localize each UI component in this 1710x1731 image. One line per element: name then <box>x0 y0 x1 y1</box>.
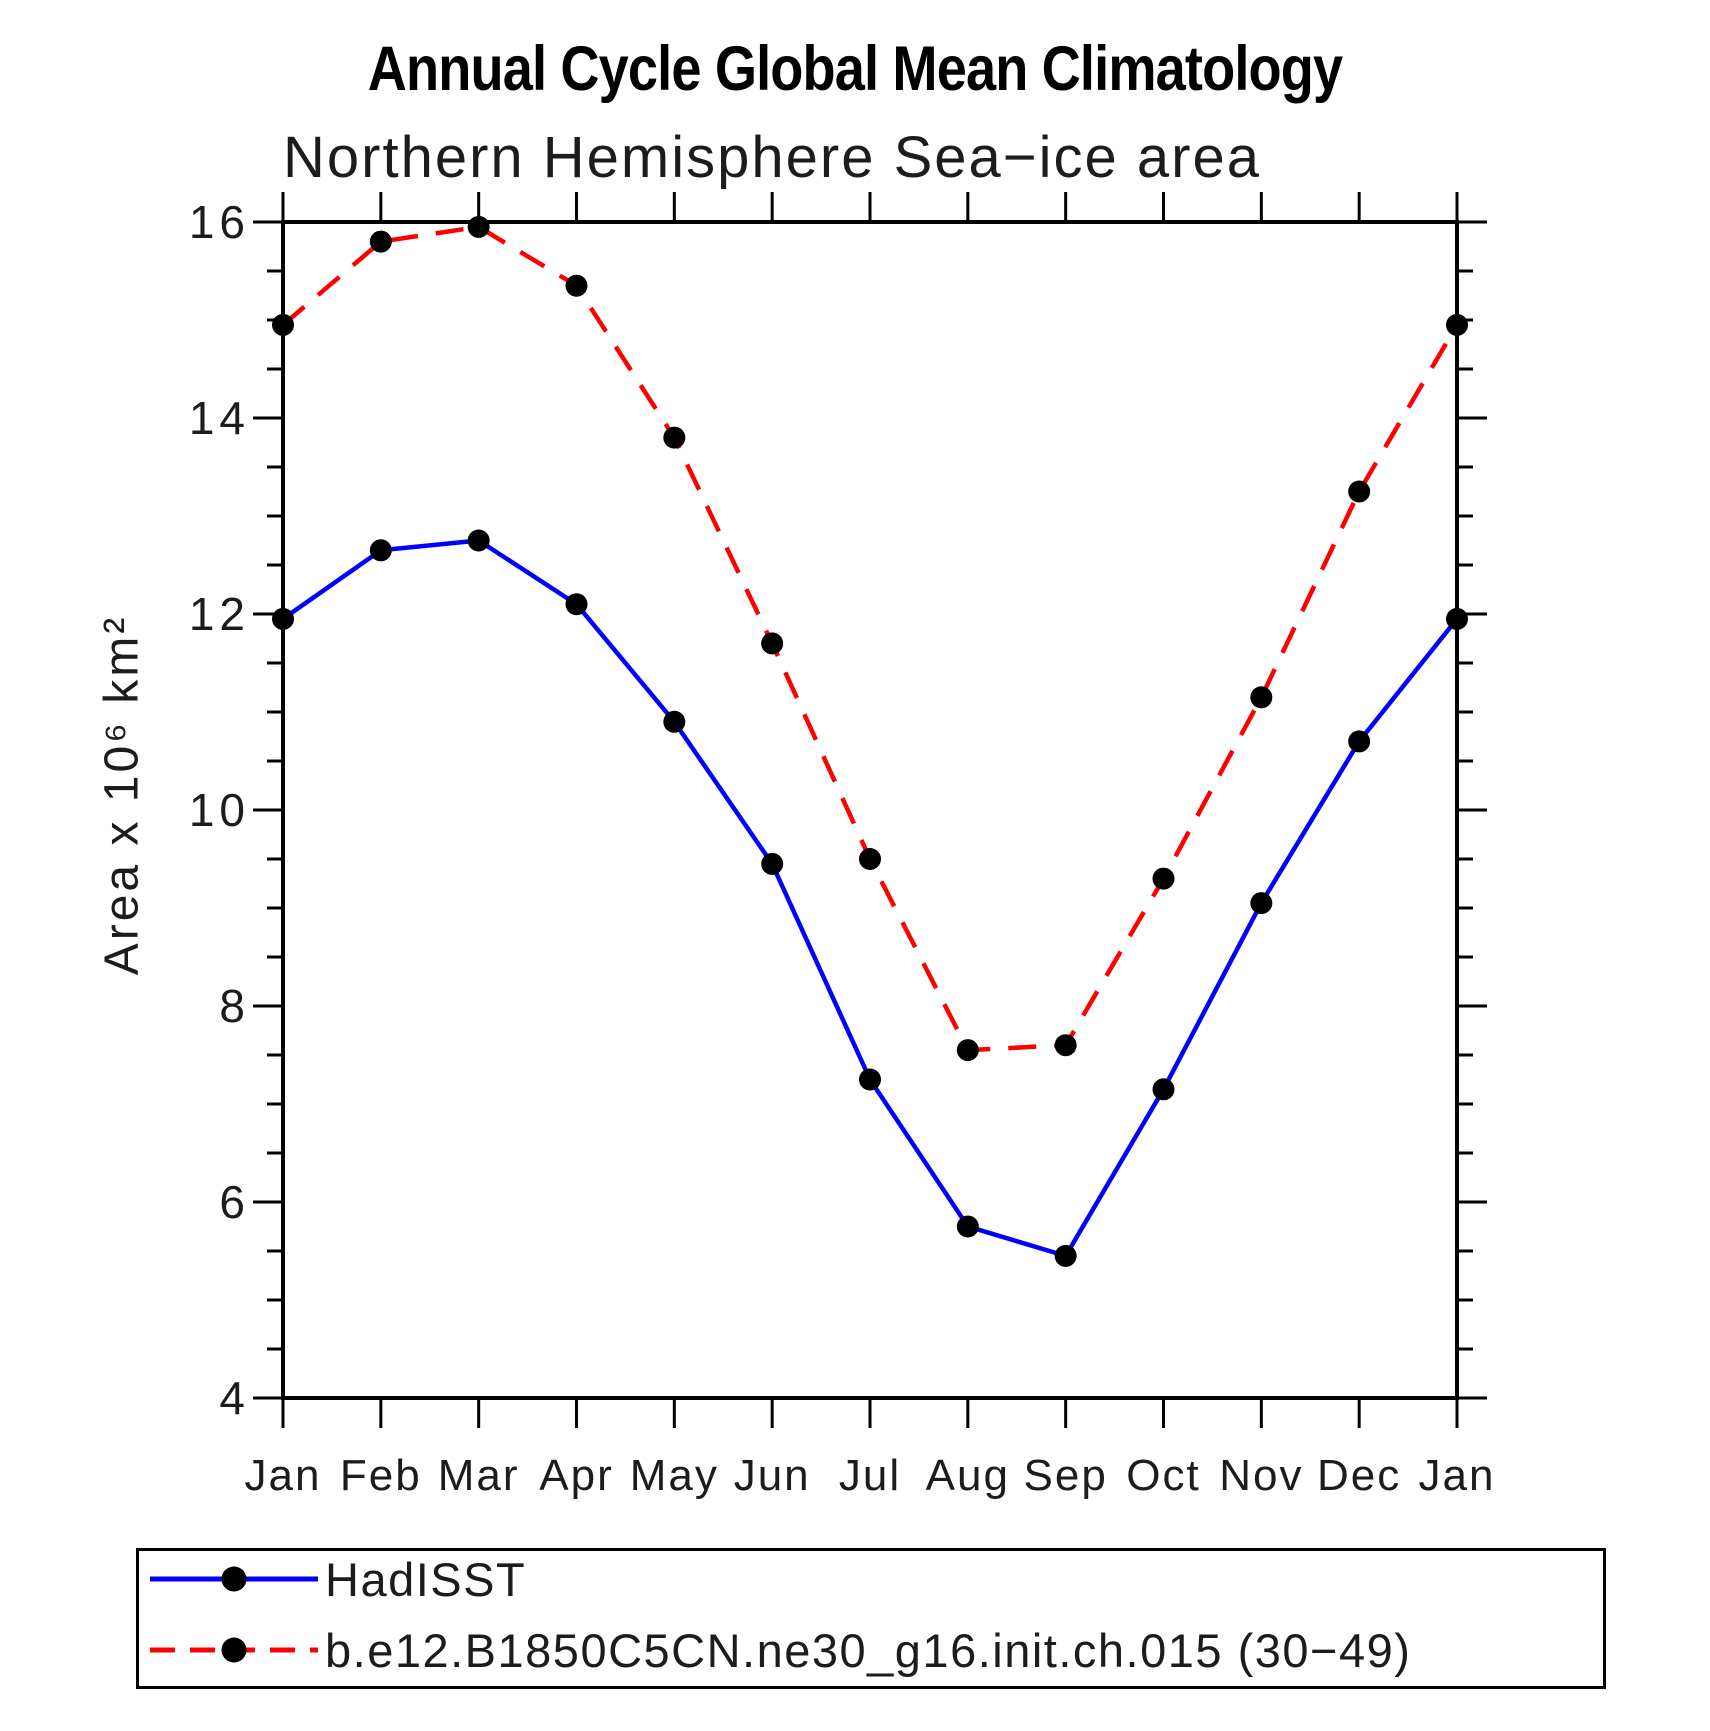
data-point-marker <box>1446 313 1468 336</box>
data-point-marker <box>272 313 294 336</box>
chart-title: Annual Cycle Global Mean Climatology <box>367 34 1343 104</box>
x-tick-label: Aug <box>926 1451 1010 1500</box>
legend-marker-dot-icon <box>221 1566 247 1592</box>
series-line-hadisst <box>281 538 1459 1259</box>
legend-line-sample-solid <box>150 1566 318 1592</box>
data-point-marker <box>859 848 881 870</box>
x-tick-label: Nov <box>1219 1451 1303 1500</box>
x-tick-label: May <box>630 1451 719 1500</box>
legend-label: HadISST <box>325 1552 527 1606</box>
x-tick-label: Apr <box>539 1451 613 1500</box>
data-point-marker <box>859 1068 881 1091</box>
data-point-marker <box>956 1215 979 1238</box>
data-point-marker <box>1152 1078 1175 1101</box>
data-point-marker <box>369 539 392 562</box>
legend-marker-dot-icon <box>221 1637 247 1663</box>
plot-frame <box>281 220 1459 1400</box>
data-point-marker <box>1152 867 1175 890</box>
x-tick-label: Dec <box>1317 1451 1401 1500</box>
legend-label: b.e12.B1850C5CN.ne30_g16.init.ch.015 (30… <box>325 1623 1412 1677</box>
data-point-marker <box>1348 730 1371 753</box>
y-tick-label: 12 <box>189 588 250 640</box>
y-tick-label: 6 <box>219 1176 250 1228</box>
legend-line-sample-dashed <box>150 1637 318 1663</box>
data-point-marker <box>663 710 686 733</box>
data-point-marker <box>761 632 784 655</box>
data-point-marker <box>1446 607 1468 630</box>
data-point-marker <box>467 215 490 238</box>
data-point-marker <box>467 529 490 552</box>
y-tick-label: 4 <box>219 1372 250 1424</box>
series-line-model <box>281 224 1459 1053</box>
y-tick-label: 14 <box>189 392 250 444</box>
x-tick-label: Jul <box>839 1451 901 1500</box>
legend-item-hadisst: HadISST <box>143 1553 526 1606</box>
x-tick-label: Jan <box>245 1451 322 1500</box>
legend-item-model: b.e12.B1850C5CN.ne30_g16.init.ch.015 (30… <box>143 1624 1411 1677</box>
data-point-marker <box>761 852 784 875</box>
data-point-marker <box>1250 892 1273 915</box>
data-point-marker <box>565 274 588 297</box>
x-tick-label: Mar <box>438 1451 520 1500</box>
x-tick-label: Oct <box>1126 1451 1200 1500</box>
data-point-marker <box>565 593 588 616</box>
y-tick-label: 16 <box>189 196 250 248</box>
x-tick-label: Jan <box>1419 1451 1496 1500</box>
legend-box: HadISST b.e12.B1850C5CN.ne30_g16.init.ch… <box>136 1548 1606 1689</box>
data-point-marker <box>1054 1034 1077 1057</box>
y-tick-label: 10 <box>189 784 250 836</box>
data-point-marker <box>1054 1244 1077 1267</box>
data-point-marker <box>272 607 294 630</box>
data-point-marker <box>1250 686 1273 709</box>
data-point-marker <box>369 230 392 253</box>
chart-subtitle: Northern Hemisphere Sea−ice area <box>283 125 1261 190</box>
data-point-marker <box>1348 480 1371 503</box>
data-point-marker <box>956 1039 979 1062</box>
x-tick-label: Jun <box>734 1451 811 1500</box>
data-point-marker <box>663 426 686 449</box>
x-tick-label: Sep <box>1024 1451 1108 1500</box>
y-tick-label: 8 <box>219 980 250 1032</box>
x-tick-label: Feb <box>340 1451 422 1500</box>
